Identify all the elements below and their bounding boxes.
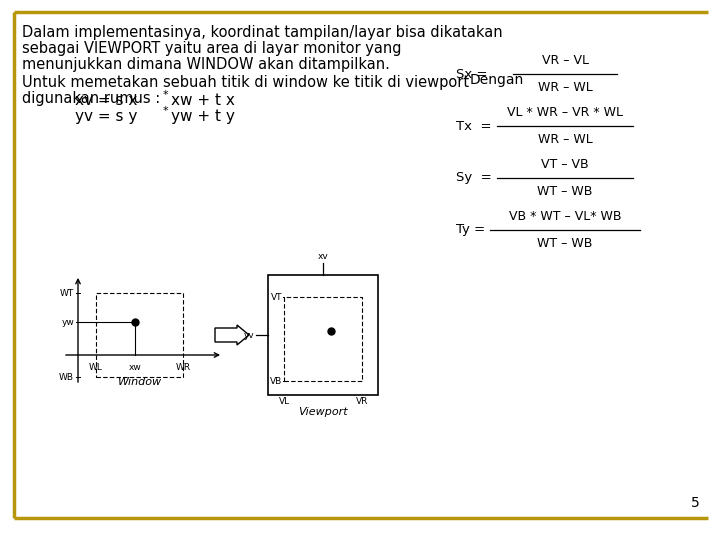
Text: Dalam implementasinya, koordinat tampilan/layar bisa dikatakan: Dalam implementasinya, koordinat tampila… <box>22 25 503 40</box>
Text: Tx  =: Tx = <box>456 119 492 132</box>
Text: yv: yv <box>243 330 254 340</box>
Text: *: * <box>163 90 168 100</box>
Text: VL: VL <box>279 397 289 406</box>
Text: Untuk memetakan sebuah titik di window ke titik di viewport: Untuk memetakan sebuah titik di window k… <box>22 75 469 90</box>
Text: Sy  =: Sy = <box>456 172 492 185</box>
Text: WT: WT <box>60 288 74 298</box>
Text: VB * WT – VL* WB: VB * WT – VL* WB <box>509 210 621 223</box>
Text: Viewport: Viewport <box>298 407 348 417</box>
Text: VT – VB: VT – VB <box>541 158 589 171</box>
Text: xw: xw <box>129 363 142 372</box>
Text: Window: Window <box>117 377 161 387</box>
Text: WT – WB: WT – WB <box>537 237 593 250</box>
Text: Dengan: Dengan <box>470 73 524 87</box>
Text: yv = s y: yv = s y <box>75 109 138 124</box>
Text: WR – WL: WR – WL <box>538 81 593 94</box>
Text: WB: WB <box>59 373 74 381</box>
Text: WR – WL: WR – WL <box>538 133 593 146</box>
Text: xv = s x: xv = s x <box>75 93 138 108</box>
FancyArrow shape <box>215 325 249 345</box>
Text: *: * <box>163 106 168 116</box>
Text: sebagai VIEWPORT yaitu area di layar monitor yang: sebagai VIEWPORT yaitu area di layar mon… <box>22 41 402 56</box>
Text: digunakan rumus :: digunakan rumus : <box>22 91 161 106</box>
Text: menunjukkan dimana WINDOW akan ditampilkan.: menunjukkan dimana WINDOW akan ditampilk… <box>22 57 390 72</box>
Text: WL: WL <box>89 363 103 372</box>
Text: 5: 5 <box>691 496 700 510</box>
Text: xv: xv <box>318 252 328 261</box>
Text: VR – VL: VR – VL <box>541 54 588 67</box>
Text: Ty =: Ty = <box>456 224 485 237</box>
Text: WT – WB: WT – WB <box>537 185 593 198</box>
Text: VL * WR – VR * WL: VL * WR – VR * WL <box>507 106 623 119</box>
Text: VT: VT <box>271 293 282 301</box>
Text: VR: VR <box>356 397 368 406</box>
Text: VB: VB <box>270 376 282 386</box>
Text: yw: yw <box>61 318 74 327</box>
Text: xw + t x: xw + t x <box>171 93 235 108</box>
Text: yw + t y: yw + t y <box>171 109 235 124</box>
Text: Sx =: Sx = <box>456 68 487 80</box>
Text: WR: WR <box>176 363 191 372</box>
